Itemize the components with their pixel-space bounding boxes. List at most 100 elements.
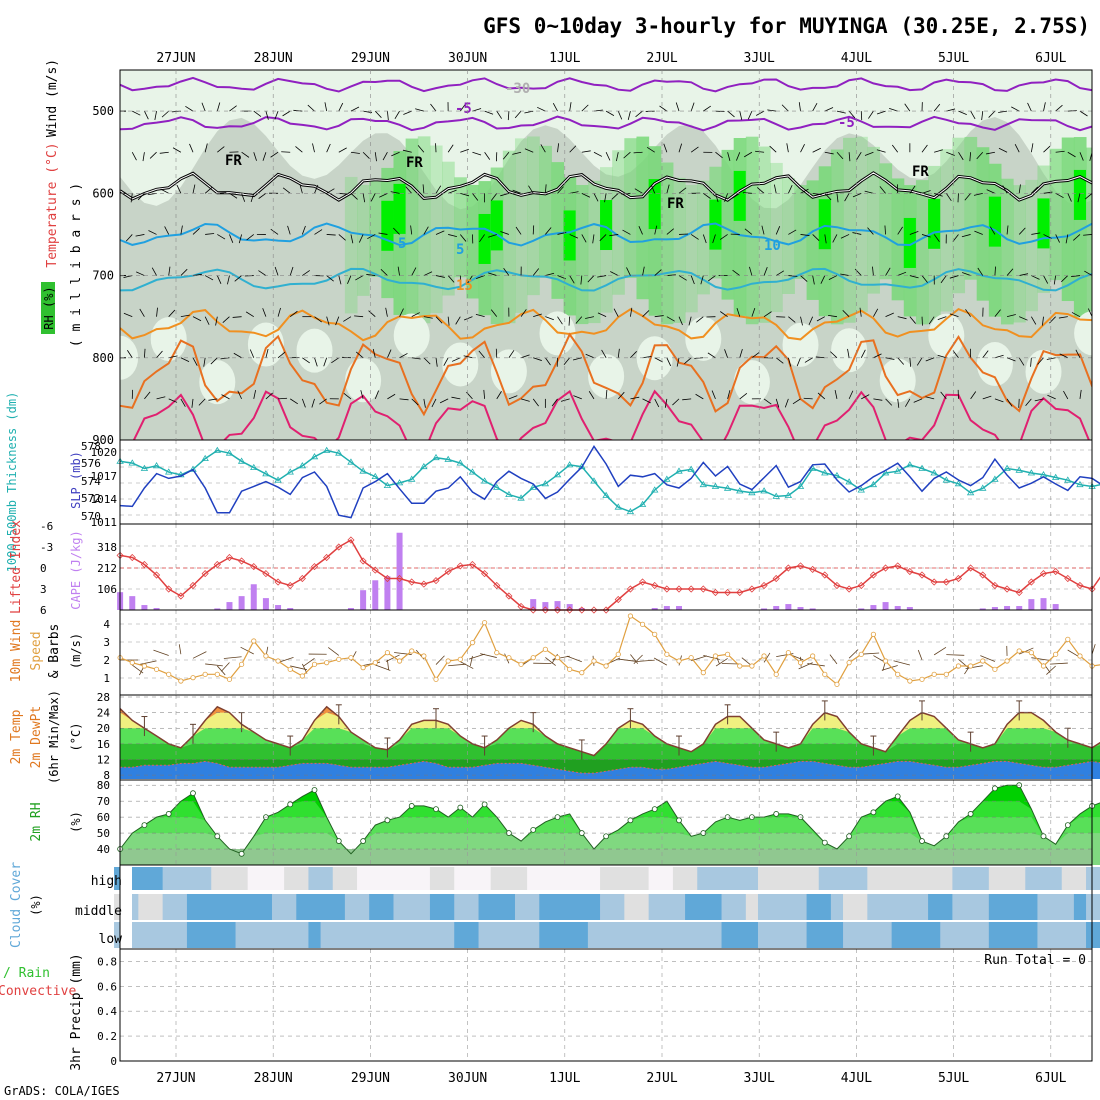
thickness-point bbox=[420, 462, 428, 470]
wind-barb bbox=[848, 152, 851, 162]
wind-barb bbox=[246, 234, 255, 241]
wind-barb bbox=[484, 151, 491, 160]
cloud-cell-middle bbox=[502, 894, 516, 920]
lifted-index-point bbox=[809, 565, 817, 573]
cloud-cell-middle bbox=[952, 894, 966, 920]
lifted-index-point bbox=[456, 562, 464, 570]
wind-barb bbox=[642, 266, 645, 276]
cape-bar bbox=[360, 590, 367, 610]
cape-bar bbox=[1040, 598, 1047, 610]
thickness-point bbox=[760, 487, 768, 494]
rh2m-point bbox=[821, 839, 828, 846]
wind-barb bbox=[222, 316, 230, 323]
wind10-barb bbox=[763, 652, 771, 663]
temp-tick: 20 bbox=[97, 722, 110, 735]
wind10-barb bbox=[721, 663, 740, 665]
cloud-cell-high bbox=[514, 867, 528, 890]
lifted-index-point bbox=[954, 574, 963, 583]
thickness-point bbox=[954, 480, 963, 487]
thickness-point bbox=[772, 492, 780, 499]
thickness-point bbox=[493, 483, 501, 490]
wind10-speed-point bbox=[700, 670, 706, 676]
wind-barb bbox=[581, 234, 587, 243]
thickness-point bbox=[480, 477, 489, 484]
cape-bar bbox=[275, 605, 282, 610]
wind-barb bbox=[1043, 275, 1049, 284]
rh2m-unit-label: (%) bbox=[69, 811, 83, 833]
wind-barb bbox=[897, 316, 907, 320]
wind-barb bbox=[824, 151, 834, 155]
wind-barb bbox=[532, 268, 540, 276]
cloud-panel: high middle low Cloud Cover (%) bbox=[9, 862, 1100, 950]
rh-light-patch bbox=[393, 313, 430, 358]
cloud-cell-high bbox=[867, 867, 881, 890]
cloud-cell-low bbox=[369, 922, 382, 948]
wind10-speed-point bbox=[749, 663, 755, 669]
rh-green-cell bbox=[879, 163, 893, 280]
wind-barb bbox=[824, 107, 834, 112]
cloud-cell-high bbox=[344, 867, 358, 890]
wind-barb bbox=[533, 357, 542, 361]
wind-barb bbox=[189, 143, 194, 153]
thickness-point bbox=[784, 491, 793, 498]
cape-bar bbox=[870, 605, 877, 610]
top-date-label: 27JUN bbox=[156, 51, 195, 66]
wind10-speed-point bbox=[372, 660, 378, 666]
wind10-speed-point bbox=[567, 666, 573, 672]
wind-barb bbox=[836, 110, 846, 114]
wind10-speed-point bbox=[955, 663, 962, 669]
cape-bar bbox=[347, 608, 354, 610]
wind-barb bbox=[160, 188, 169, 194]
cape-bar bbox=[894, 606, 901, 610]
lifted-index-point bbox=[724, 588, 732, 597]
cloud-cell-middle bbox=[867, 894, 881, 920]
lifted-index-point bbox=[626, 585, 634, 593]
wind10-barb bbox=[375, 664, 391, 671]
wind-barb bbox=[604, 193, 607, 203]
wind-barb bbox=[909, 316, 916, 324]
wind-barb bbox=[331, 357, 340, 364]
cape-bar bbox=[262, 598, 269, 610]
thickness-axis-label: 1000-500mb Thickness (dm) bbox=[5, 392, 19, 573]
wind-barb bbox=[646, 146, 655, 153]
wind-barb bbox=[836, 193, 839, 203]
thickness-point bbox=[748, 489, 756, 496]
wind10-barb bbox=[394, 652, 412, 655]
wind-barb bbox=[711, 390, 716, 400]
wind10-speed-point bbox=[639, 621, 646, 627]
lifted-index-point bbox=[1039, 570, 1048, 578]
wind-barb bbox=[1091, 398, 1092, 399]
cloud-cell-middle bbox=[320, 894, 334, 920]
lifted-index-point bbox=[772, 574, 780, 583]
wind-barb bbox=[411, 267, 417, 276]
cloud-cell-high bbox=[138, 867, 152, 890]
precip-tick: 0.4 bbox=[97, 1005, 117, 1018]
wind-barb bbox=[172, 147, 182, 153]
wind-barb bbox=[241, 193, 246, 202]
wind-barb bbox=[834, 390, 838, 399]
wind10-speed-point bbox=[554, 655, 561, 661]
cape-bar bbox=[554, 601, 561, 610]
wind-barb bbox=[130, 193, 133, 203]
wind-barb bbox=[804, 357, 813, 363]
rh2m-tick: 50 bbox=[97, 827, 110, 840]
contour-label: 5 bbox=[398, 236, 406, 252]
wind-barb bbox=[557, 316, 563, 325]
wind-barb bbox=[460, 148, 469, 153]
rh-green-cell bbox=[551, 162, 565, 299]
wind-barb bbox=[744, 228, 753, 235]
top-date-labels: 27JUN 28JUN 29JUN 30JUN 1JUL 2JUL 3JUL 4JUL 5JUL… bbox=[156, 51, 1066, 66]
lifted-index-point bbox=[894, 562, 902, 570]
contour-label: 5 bbox=[456, 242, 464, 258]
wind-barb bbox=[937, 316, 947, 320]
rh2m-point bbox=[846, 833, 853, 840]
wind-barb bbox=[293, 109, 303, 112]
wind-barb bbox=[588, 391, 595, 400]
cloud-cell-low bbox=[928, 922, 941, 948]
lifted-index-point bbox=[699, 585, 707, 593]
wind10-speed-point bbox=[384, 650, 391, 656]
cape-bar bbox=[1004, 606, 1011, 610]
wind10-speed-point bbox=[773, 671, 779, 677]
thickness-point bbox=[614, 503, 622, 510]
thickness-point bbox=[517, 494, 525, 501]
